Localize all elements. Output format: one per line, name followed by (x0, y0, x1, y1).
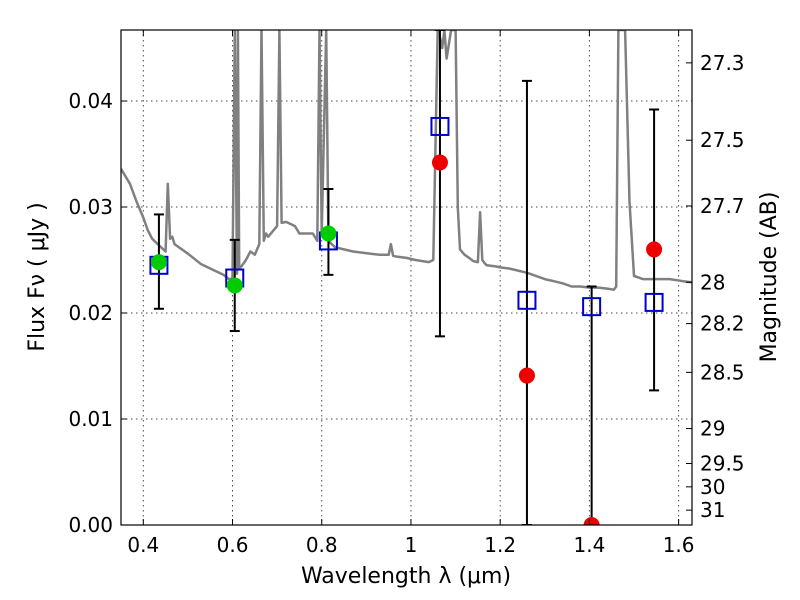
x-tick-label: 0.6 (217, 533, 249, 557)
observed-square-marker (430, 116, 450, 136)
right-tick-label: 27.3 (700, 51, 745, 75)
y-tick-label: 0.02 (68, 301, 113, 325)
model-point-marker (150, 254, 167, 271)
right-tick-label: 31 (700, 498, 725, 522)
right-tick-label: 27.7 (700, 194, 745, 218)
x-tick-label: 0.8 (306, 533, 338, 557)
y-axis-label: Flux Fν ( μJy ) (25, 202, 50, 351)
y-tick-label: 0.03 (68, 195, 113, 219)
right-tick-label: 27.5 (700, 128, 745, 152)
x-tick-label: 0.4 (127, 533, 159, 557)
model-point-marker (431, 154, 448, 171)
x-axis-label: Wavelength λ (μm) (301, 564, 511, 589)
right-tick-label: 28 (700, 270, 725, 294)
observed-square-marker (644, 292, 664, 312)
y-tick-label: 0.00 (68, 513, 113, 537)
x-tick-label: 1.6 (663, 533, 695, 557)
model-point-marker (583, 517, 600, 525)
x-tick-label: 1 (405, 533, 418, 557)
grid (121, 30, 692, 526)
model-point-marker (646, 241, 663, 258)
model-point-marker (226, 277, 243, 294)
observed-square-marker (517, 290, 537, 310)
x-tick-label: 1.2 (484, 533, 516, 557)
right-tick-label: 29 (700, 417, 725, 441)
model-spectrum-line (121, 30, 692, 291)
right-tick-label: 28.2 (700, 312, 745, 336)
plot-frame (120, 29, 693, 526)
right-tick-label: 30 (700, 475, 725, 499)
right-axis-label: Magnitude (AB) (757, 192, 782, 363)
model-point-marker (518, 367, 535, 384)
right-tick-label: 29.5 (700, 452, 745, 476)
y-tick-label: 0.01 (68, 407, 113, 431)
model-point-marker (320, 225, 337, 242)
observed-square-marker (582, 297, 602, 317)
y-tick-label: 0.04 (68, 89, 113, 113)
plot-area (121, 30, 692, 525)
right-tick-label: 28.5 (700, 360, 745, 384)
x-tick-label: 1.4 (573, 533, 605, 557)
ticks: 0.4 0.6 0.8 1 1.2 1.4 1.6 0.00 0.01 0.02 0.03 0.04 2… (68, 30, 745, 557)
